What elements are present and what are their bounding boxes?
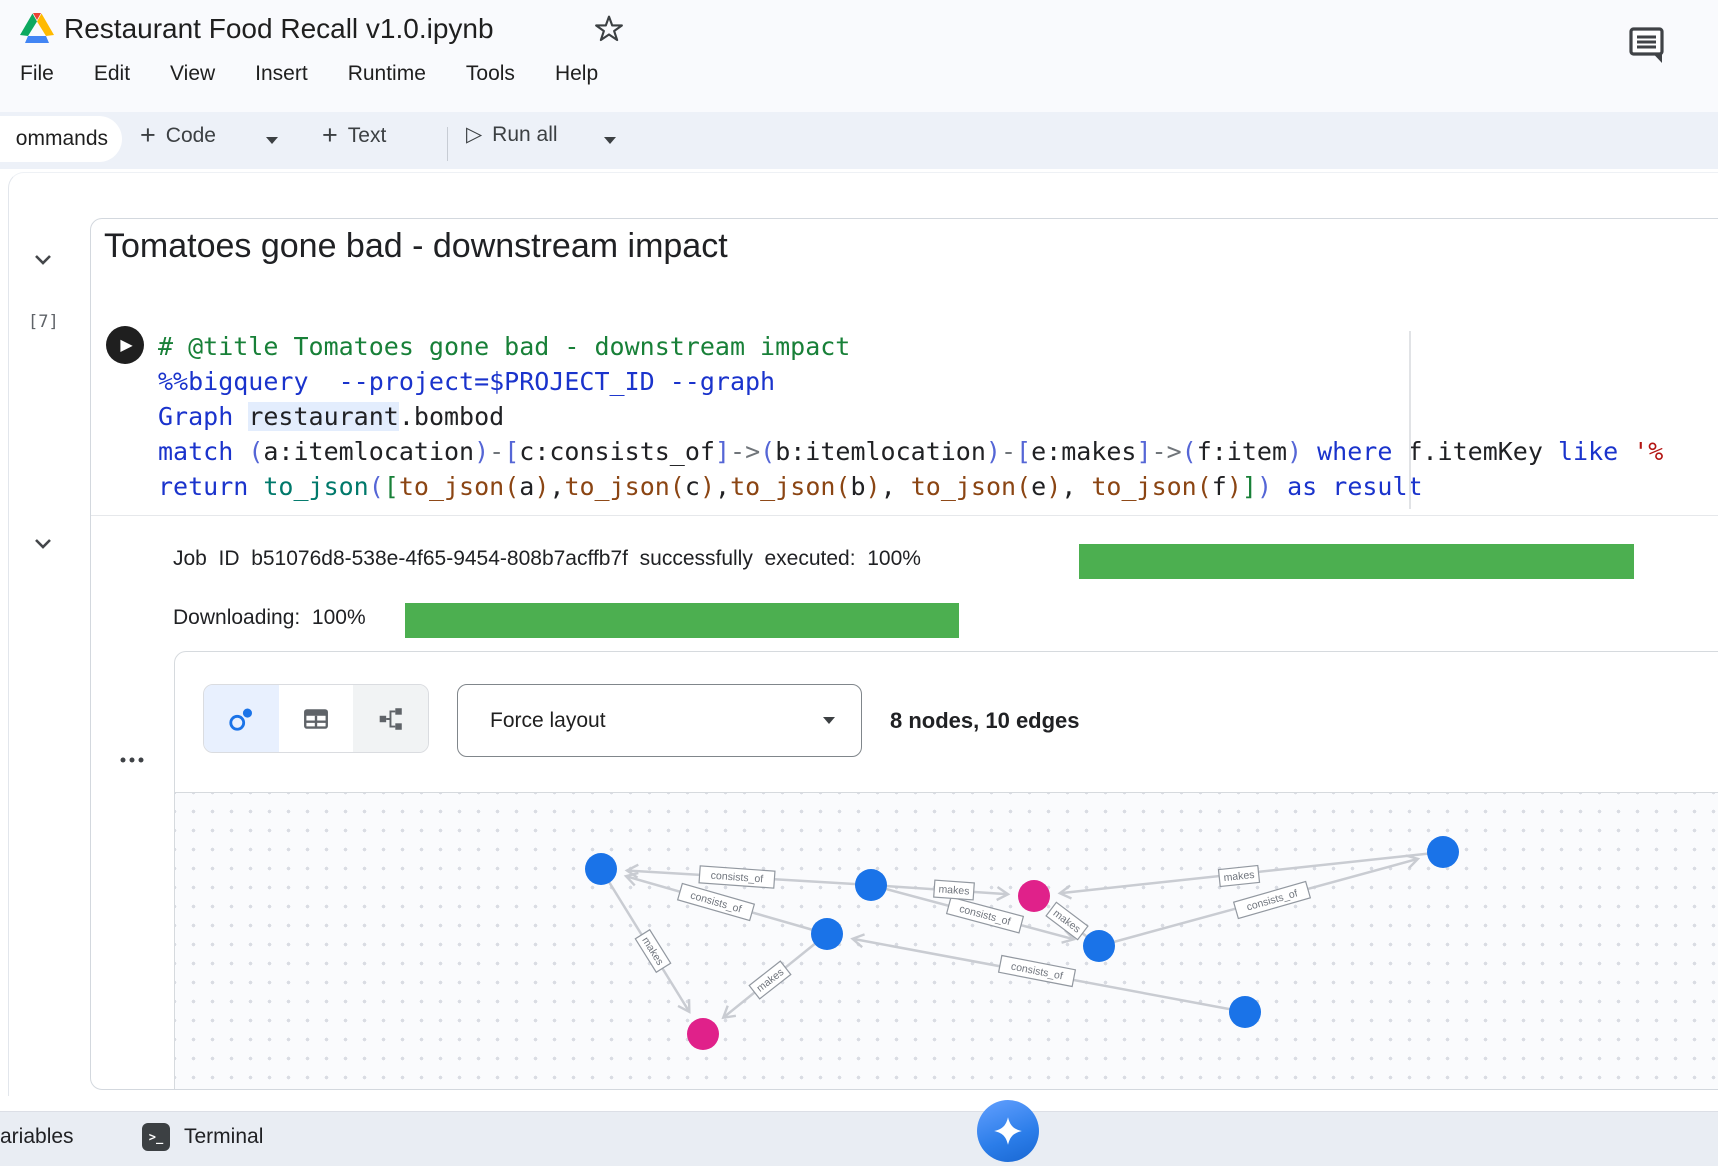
edge-label: makes: [634, 928, 672, 974]
downloading-progress-bar: [405, 603, 959, 638]
sparkle-icon: [994, 1117, 1022, 1145]
add-code-label: Code: [165, 123, 216, 147]
star-icon[interactable]: [594, 14, 624, 44]
schema-view-button[interactable]: [353, 685, 428, 752]
plus-icon: +: [322, 120, 338, 150]
edge-label: consists_of: [997, 954, 1077, 988]
gemini-button[interactable]: [977, 1100, 1039, 1162]
run-all-caret-icon[interactable]: [604, 137, 616, 144]
editor-ruler: [1409, 331, 1411, 509]
run-all-label: Run all: [492, 122, 558, 146]
table-view-icon: [304, 708, 328, 729]
edge-label: makes: [1217, 864, 1261, 888]
code-line: # @title Tomatoes gone bad - downstream …: [158, 332, 851, 361]
add-code-button[interactable]: + Code: [140, 122, 216, 149]
layout-select[interactable]: Force layout: [457, 684, 862, 757]
output-more-icon[interactable]: [119, 755, 145, 765]
svg-text:makes: makes: [1223, 869, 1255, 884]
edge-label: consists_of: [676, 882, 756, 922]
header-bar: Restaurant Food Recall v1.0.ipynb File E…: [0, 0, 1718, 112]
menu-item-view[interactable]: View: [170, 62, 216, 85]
toolbar: ommands + Code + Text ▷ Run all: [0, 112, 1718, 169]
edge-arrowhead-icon: [677, 999, 691, 1014]
svg-text:makes: makes: [938, 883, 970, 897]
table-view-button[interactable]: [278, 685, 354, 752]
run-cell-button[interactable]: ▶: [106, 326, 144, 364]
menu-item-help[interactable]: Help: [554, 62, 599, 85]
drive-icon: [20, 13, 54, 43]
code-line: match (a:itemlocation)-[c:consists_of]->…: [158, 437, 1664, 466]
variables-pane-button[interactable]: ariables: [0, 1125, 74, 1148]
run-all-button[interactable]: ▷ Run all: [466, 122, 558, 147]
graph-node[interactable]: [687, 1018, 719, 1050]
graph-canvas[interactable]: consists_of consists_of consists_of consist…: [175, 792, 1718, 1089]
edge-arrowhead-icon: [996, 886, 1011, 902]
job-progress-bar: [1079, 544, 1634, 579]
cell-divider: [91, 515, 1718, 516]
svg-text:consists_of: consists_of: [710, 870, 763, 886]
edge-arrowhead-icon: [1061, 929, 1077, 944]
terminal-icon[interactable]: >_: [142, 1123, 170, 1151]
code-line: Graph restaurant.bombod: [158, 402, 505, 431]
edge-label: consists_of: [945, 896, 1025, 934]
terminal-button[interactable]: Terminal: [184, 1125, 264, 1148]
menu-item-edit[interactable]: Edit: [93, 62, 131, 85]
code-line: %%bigquery --project=$PROJECT_ID --graph: [158, 367, 776, 396]
edge-arrowhead-icon: [623, 871, 639, 887]
edge-label: makes: [933, 879, 975, 901]
plus-icon: +: [140, 120, 156, 150]
graph-view-button[interactable]: [204, 685, 279, 752]
code-line: return to_json([to_json(a),to_json(c),to…: [158, 472, 1423, 501]
add-text-button[interactable]: + Text: [322, 122, 386, 149]
downloading-status-line: Downloading: 100%: [173, 606, 366, 629]
graph-node[interactable]: [1229, 996, 1261, 1028]
layout-select-value: Force layout: [490, 708, 606, 732]
job-status-line: Job ID b51076d8-538e-4f65-9454-808b7acff…: [173, 547, 921, 570]
graph-summary: 8 nodes, 10 edges: [890, 707, 1080, 733]
toolbar-divider: [447, 127, 448, 161]
graph-node[interactable]: [855, 869, 887, 901]
edge-arrowhead-icon: [1057, 884, 1072, 900]
add-text-label: Text: [347, 123, 387, 147]
graph-node[interactable]: [1018, 880, 1050, 912]
cell-collapse-chevron-icon[interactable]: [30, 246, 56, 272]
notebook-title[interactable]: Restaurant Food Recall v1.0.ipynb: [64, 13, 494, 44]
graph-node[interactable]: [811, 918, 843, 950]
schema-view-icon: [379, 707, 402, 730]
play-outline-icon: ▷: [466, 123, 483, 146]
view-toggle-group: [203, 684, 429, 753]
graph-widget: Force layout 8 nodes, 10 edges consists_…: [174, 651, 1718, 1089]
execution-count: [7]: [28, 312, 59, 332]
menu-item-file[interactable]: File: [20, 62, 54, 85]
output-collapse-chevron-icon[interactable]: [30, 530, 56, 556]
graph-view-icon: [229, 708, 253, 731]
graph-node[interactable]: [1427, 836, 1459, 868]
menu-item-insert[interactable]: Insert: [255, 62, 308, 85]
code-cell: Tomatoes gone bad - downstream impact ▶ …: [90, 218, 1718, 1090]
footer-bar: ariables >_ Terminal: [0, 1111, 1718, 1166]
edge-label: consists_of: [698, 865, 776, 889]
code-dropdown-caret-icon[interactable]: [266, 137, 278, 144]
comment-icon[interactable]: [1628, 26, 1668, 66]
menu-item-tools[interactable]: Tools: [465, 62, 515, 85]
cell-form-title: Tomatoes gone bad - downstream impact: [104, 227, 728, 265]
menubar: File Edit View Insert Runtime Tools Help: [20, 62, 598, 86]
edge-label: consists_of: [1232, 880, 1312, 920]
edge-arrowhead-icon: [850, 933, 865, 949]
menu-item-runtime[interactable]: Runtime: [347, 62, 426, 85]
graph-node[interactable]: [1083, 930, 1115, 962]
edge-label: makes: [748, 960, 792, 1000]
edge-arrowhead-icon: [721, 1005, 737, 1020]
commands-button[interactable]: ommands: [0, 116, 122, 162]
code-editor[interactable]: # @title Tomatoes gone bad - downstream …: [158, 329, 1663, 504]
graph-node[interactable]: [585, 853, 617, 885]
commands-label: ommands: [15, 127, 108, 150]
play-icon: ▶: [120, 337, 133, 354]
layout-select-caret-icon: [823, 717, 835, 724]
